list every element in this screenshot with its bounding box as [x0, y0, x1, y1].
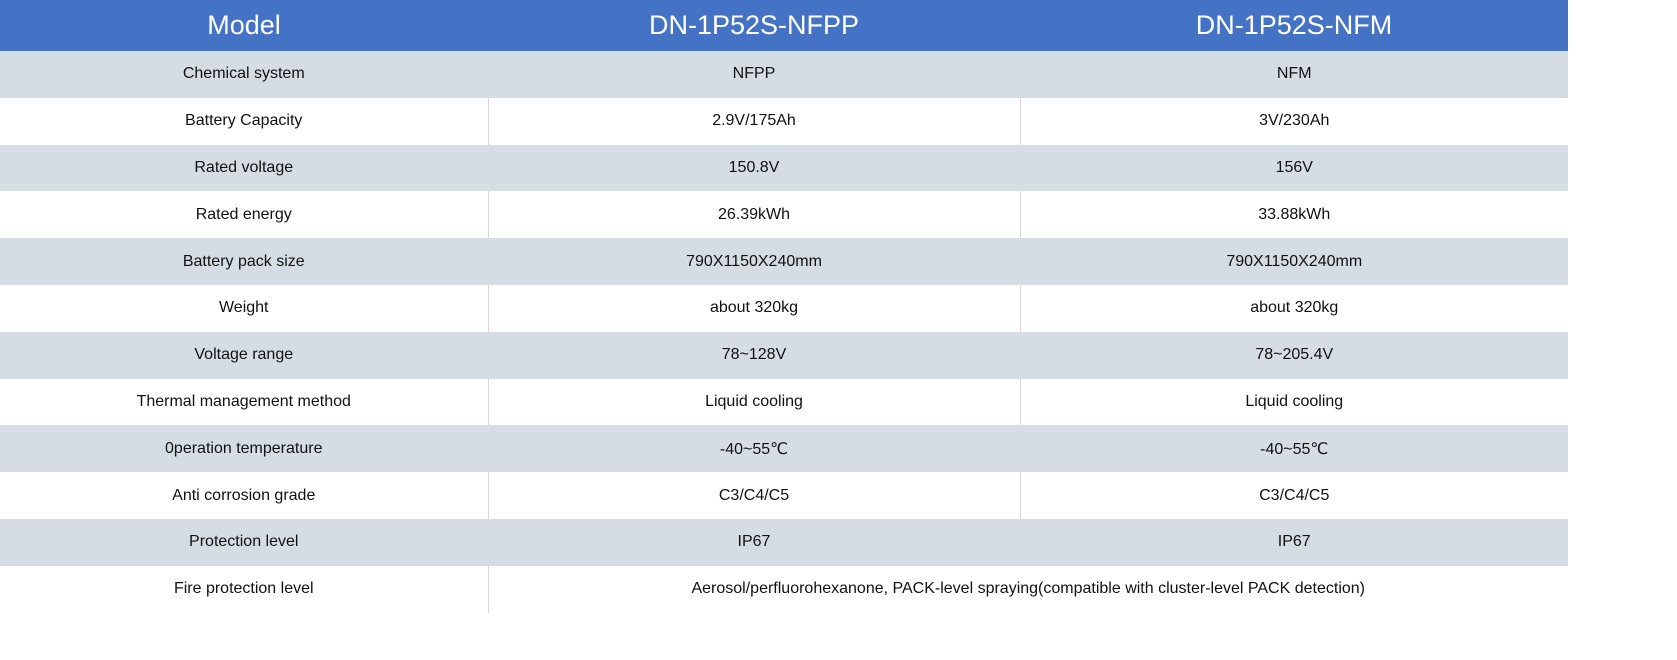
table-row: Fire protection level Aerosol/perfluorohe… [0, 565, 1568, 613]
row-label: Fire protection level [173, 580, 314, 598]
cell: 790X1150X240mm [1019, 238, 1568, 285]
row-label: Weight [218, 299, 269, 317]
cell: -40~55℃ [487, 425, 1020, 473]
header-cell: DN-1P52S-NFPP [488, 0, 1020, 51]
cell: NFPP [487, 51, 1020, 98]
cell: about 320kg [487, 284, 1020, 332]
table-row: Chemical system NFPP NFM [0, 51, 1568, 98]
cell: NFM [1019, 51, 1568, 98]
table-row: Protection level IP67 IP67 [0, 518, 1568, 566]
cell: Aerosol/perfluorohexanone, PACK-level sp… [487, 565, 1568, 613]
cell: 78~205.4V [1019, 331, 1568, 379]
header-cell: DN-1P52S-NFM [1020, 0, 1568, 51]
row-label: Voltage range [0, 331, 488, 379]
cell: Liquid cooling [487, 378, 1020, 426]
cell: -40~55℃ [1019, 425, 1568, 473]
cell: 3V/230Ah [1019, 97, 1568, 145]
cell: Liquid cooling [1019, 378, 1568, 426]
row-label: Battery Capacity [185, 112, 303, 130]
cell: IP67 [487, 518, 1020, 566]
table-row: Rated energy 26.39kWh 33.88kWh [0, 191, 1568, 239]
table-row: Weight about 320kg about 320kg [0, 284, 1568, 332]
cell: 26.39kWh [487, 191, 1020, 239]
row-label: 0peration temperature [0, 425, 488, 473]
cell: about 320kg [1019, 284, 1568, 332]
row-label: Chemical system [0, 51, 488, 98]
row-label: Thermal management method [136, 392, 351, 410]
cell: 78~128V [487, 331, 1020, 379]
cell: 33.88kWh [1019, 191, 1568, 239]
cell: IP67 [1019, 518, 1568, 566]
table-row: 0peration temperature -40~55℃ -40~55℃ [0, 425, 1568, 473]
table-row: Thermal management method Liquid cooling L… [0, 378, 1568, 426]
row-label: Protection level [0, 518, 488, 566]
cell: 790X1150X240mm [487, 238, 1020, 285]
spec-table: Model DN-1P52S-NFPP DN-1P52S-NFM Chemical … [0, 0, 1568, 613]
table-row: Battery Capacity 2.9V/175Ah 3V/230Ah [0, 97, 1568, 145]
row-label: Anti corrosion grade [172, 486, 316, 504]
cell: C3/C4/C5 [487, 472, 1020, 519]
row-label: Battery pack size [0, 238, 488, 285]
header-row: Model DN-1P52S-NFPP DN-1P52S-NFM [0, 0, 1568, 51]
table-row: Voltage range 78~128V 78~205.4V [0, 331, 1568, 379]
cell: 2.9V/175Ah [487, 97, 1020, 145]
table-row: Battery pack size 790X1150X240mm 790X1150X… [0, 238, 1568, 285]
row-label: Rated energy [195, 205, 292, 223]
cell: 150.8V [487, 144, 1020, 192]
cell: 156V [1019, 144, 1568, 192]
header-cell: Model [0, 0, 488, 51]
row-label: Rated voltage [0, 144, 488, 192]
table-row: Rated voltage 150.8V 156V [0, 144, 1568, 192]
cell: C3/C4/C5 [1019, 472, 1568, 519]
table-row: Anti corrosion grade C3/C4/C5 C3/C4/C5 [0, 472, 1568, 519]
